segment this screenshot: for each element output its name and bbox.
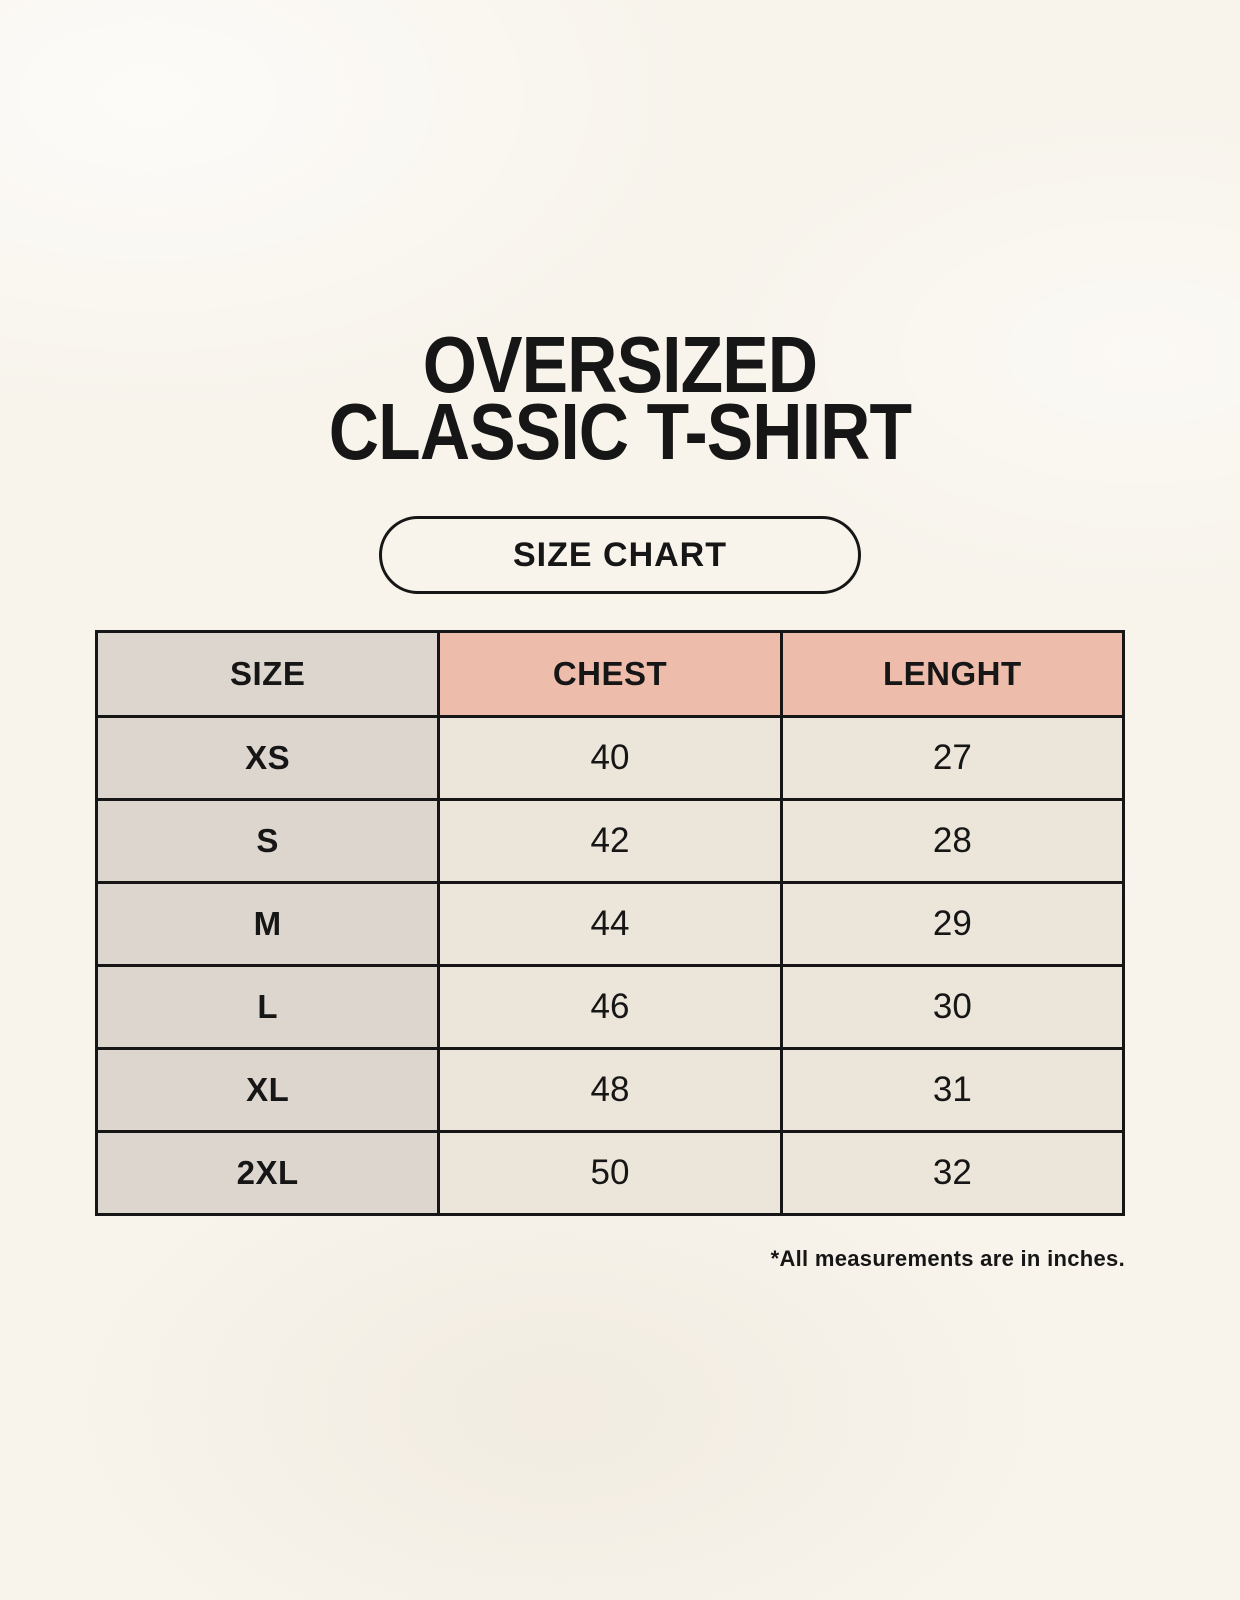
column-header-length: LENGHT: [779, 630, 1126, 718]
title-line-1: OVERSIZED: [422, 320, 818, 409]
size-chart-badge-label: SIZE CHART: [513, 535, 727, 574]
table-row: M 44 29: [94, 881, 1126, 967]
length-cell: 27: [779, 715, 1126, 801]
size-cell: 2XL: [94, 1130, 441, 1216]
length-cell: 31: [779, 1047, 1126, 1133]
column-header-chest: CHEST: [437, 630, 783, 718]
size-cell: M: [94, 881, 441, 967]
chest-cell: 48: [437, 1047, 783, 1133]
column-header-size: SIZE: [94, 630, 441, 718]
table-row: L 46 30: [94, 964, 1126, 1050]
size-cell: XS: [94, 715, 441, 801]
page-title: OVERSIZED CLASSIC T-SHIRT: [81, 320, 1160, 476]
chest-cell: 46: [437, 964, 783, 1050]
chest-cell: 40: [437, 715, 783, 801]
table-row: S 42 28: [94, 798, 1126, 884]
table-row: 2XL 50 32: [94, 1130, 1126, 1216]
size-table-head: SIZE CHEST LENGHT: [94, 630, 1126, 718]
length-cell: 30: [779, 964, 1126, 1050]
length-cell: 29: [779, 881, 1126, 967]
table-row: XS 40 27: [94, 715, 1126, 801]
size-cell: L: [94, 964, 441, 1050]
table-row: XL 48 31: [94, 1047, 1126, 1133]
length-cell: 32: [779, 1130, 1126, 1216]
chest-cell: 42: [437, 798, 783, 884]
size-chart-table: SIZE CHEST LENGHT XS 40 27 S 42 28 M 44 29 L 46 30 X…: [94, 630, 1126, 1216]
length-cell: 28: [779, 798, 1126, 884]
chest-cell: 50: [437, 1130, 783, 1216]
size-chart-badge[interactable]: SIZE CHART: [379, 516, 861, 594]
size-table-body: XS 40 27 S 42 28 M 44 29 L 46 30 XL 48 31 2XL 50 32: [94, 715, 1126, 1216]
size-cell: XL: [94, 1047, 441, 1133]
table-header-row: SIZE CHEST LENGHT: [94, 630, 1126, 718]
title-line-2: CLASSIC T-SHIRT: [328, 387, 912, 476]
chest-cell: 44: [437, 881, 783, 967]
measurements-footnote: *All measurements are in inches.: [770, 1246, 1125, 1271]
size-cell: S: [94, 798, 441, 884]
